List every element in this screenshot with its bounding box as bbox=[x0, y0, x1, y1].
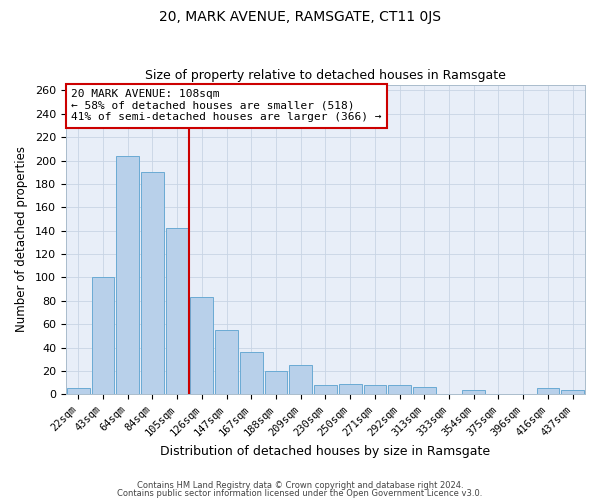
Bar bbox=[463, 390, 485, 394]
Y-axis label: Number of detached properties: Number of detached properties bbox=[15, 146, 28, 332]
Bar bbox=[190, 297, 213, 394]
Bar bbox=[339, 384, 362, 394]
Text: 20 MARK AVENUE: 108sqm
← 58% of detached houses are smaller (518)
41% of semi-de: 20 MARK AVENUE: 108sqm ← 58% of detached… bbox=[71, 89, 382, 122]
Bar bbox=[116, 156, 139, 394]
Bar bbox=[92, 278, 115, 394]
Bar bbox=[388, 385, 411, 394]
Text: Contains HM Land Registry data © Crown copyright and database right 2024.: Contains HM Land Registry data © Crown c… bbox=[137, 481, 463, 490]
Bar bbox=[265, 371, 287, 394]
Bar bbox=[240, 352, 263, 394]
Title: Size of property relative to detached houses in Ramsgate: Size of property relative to detached ho… bbox=[145, 69, 506, 82]
Text: 20, MARK AVENUE, RAMSGATE, CT11 0JS: 20, MARK AVENUE, RAMSGATE, CT11 0JS bbox=[159, 10, 441, 24]
Bar bbox=[413, 387, 436, 394]
Bar bbox=[364, 385, 386, 394]
Bar bbox=[561, 390, 584, 394]
Bar bbox=[166, 228, 188, 394]
Bar bbox=[67, 388, 89, 394]
X-axis label: Distribution of detached houses by size in Ramsgate: Distribution of detached houses by size … bbox=[160, 444, 491, 458]
Bar bbox=[314, 385, 337, 394]
Bar bbox=[215, 330, 238, 394]
Bar bbox=[141, 172, 164, 394]
Bar bbox=[289, 365, 312, 394]
Bar bbox=[536, 388, 559, 394]
Text: Contains public sector information licensed under the Open Government Licence v3: Contains public sector information licen… bbox=[118, 488, 482, 498]
